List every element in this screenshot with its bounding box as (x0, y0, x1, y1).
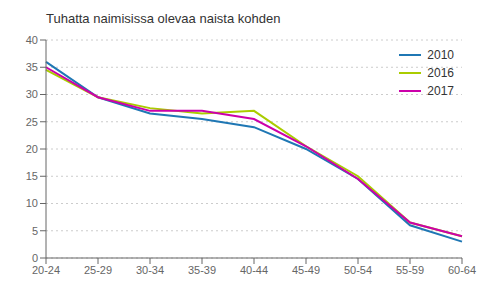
html-text:2010: 2010 (427, 48, 454, 62)
svg-text:25-29: 25-29 (84, 264, 112, 276)
html-text:2017: 2017 (427, 84, 454, 98)
svg-text:30-34: 30-34 (136, 264, 164, 276)
svg-text:20: 20 (26, 143, 38, 155)
html-text:Tuhatta naimisissa olevaa nais: Tuhatta naimisissa olevaa naista kohden (46, 11, 281, 26)
svg-text:40-44: 40-44 (240, 264, 268, 276)
svg-text:15: 15 (26, 170, 38, 182)
svg-text:60-64: 60-64 (448, 264, 476, 276)
svg-text:35-39: 35-39 (188, 264, 216, 276)
svg-text:25: 25 (26, 116, 38, 128)
svg-text:35: 35 (26, 61, 38, 73)
svg-text:20-24: 20-24 (32, 264, 60, 276)
svg-text:0: 0 (32, 252, 38, 264)
svg-text:50-54: 50-54 (344, 264, 372, 276)
html-text:2016: 2016 (427, 66, 454, 80)
svg-text:55-59: 55-59 (396, 264, 424, 276)
svg-text:45-49: 45-49 (292, 264, 320, 276)
svg-text:10: 10 (26, 197, 38, 209)
svg-text:40: 40 (26, 34, 38, 46)
svg-text:5: 5 (32, 225, 38, 237)
svg-text:30: 30 (26, 88, 38, 100)
